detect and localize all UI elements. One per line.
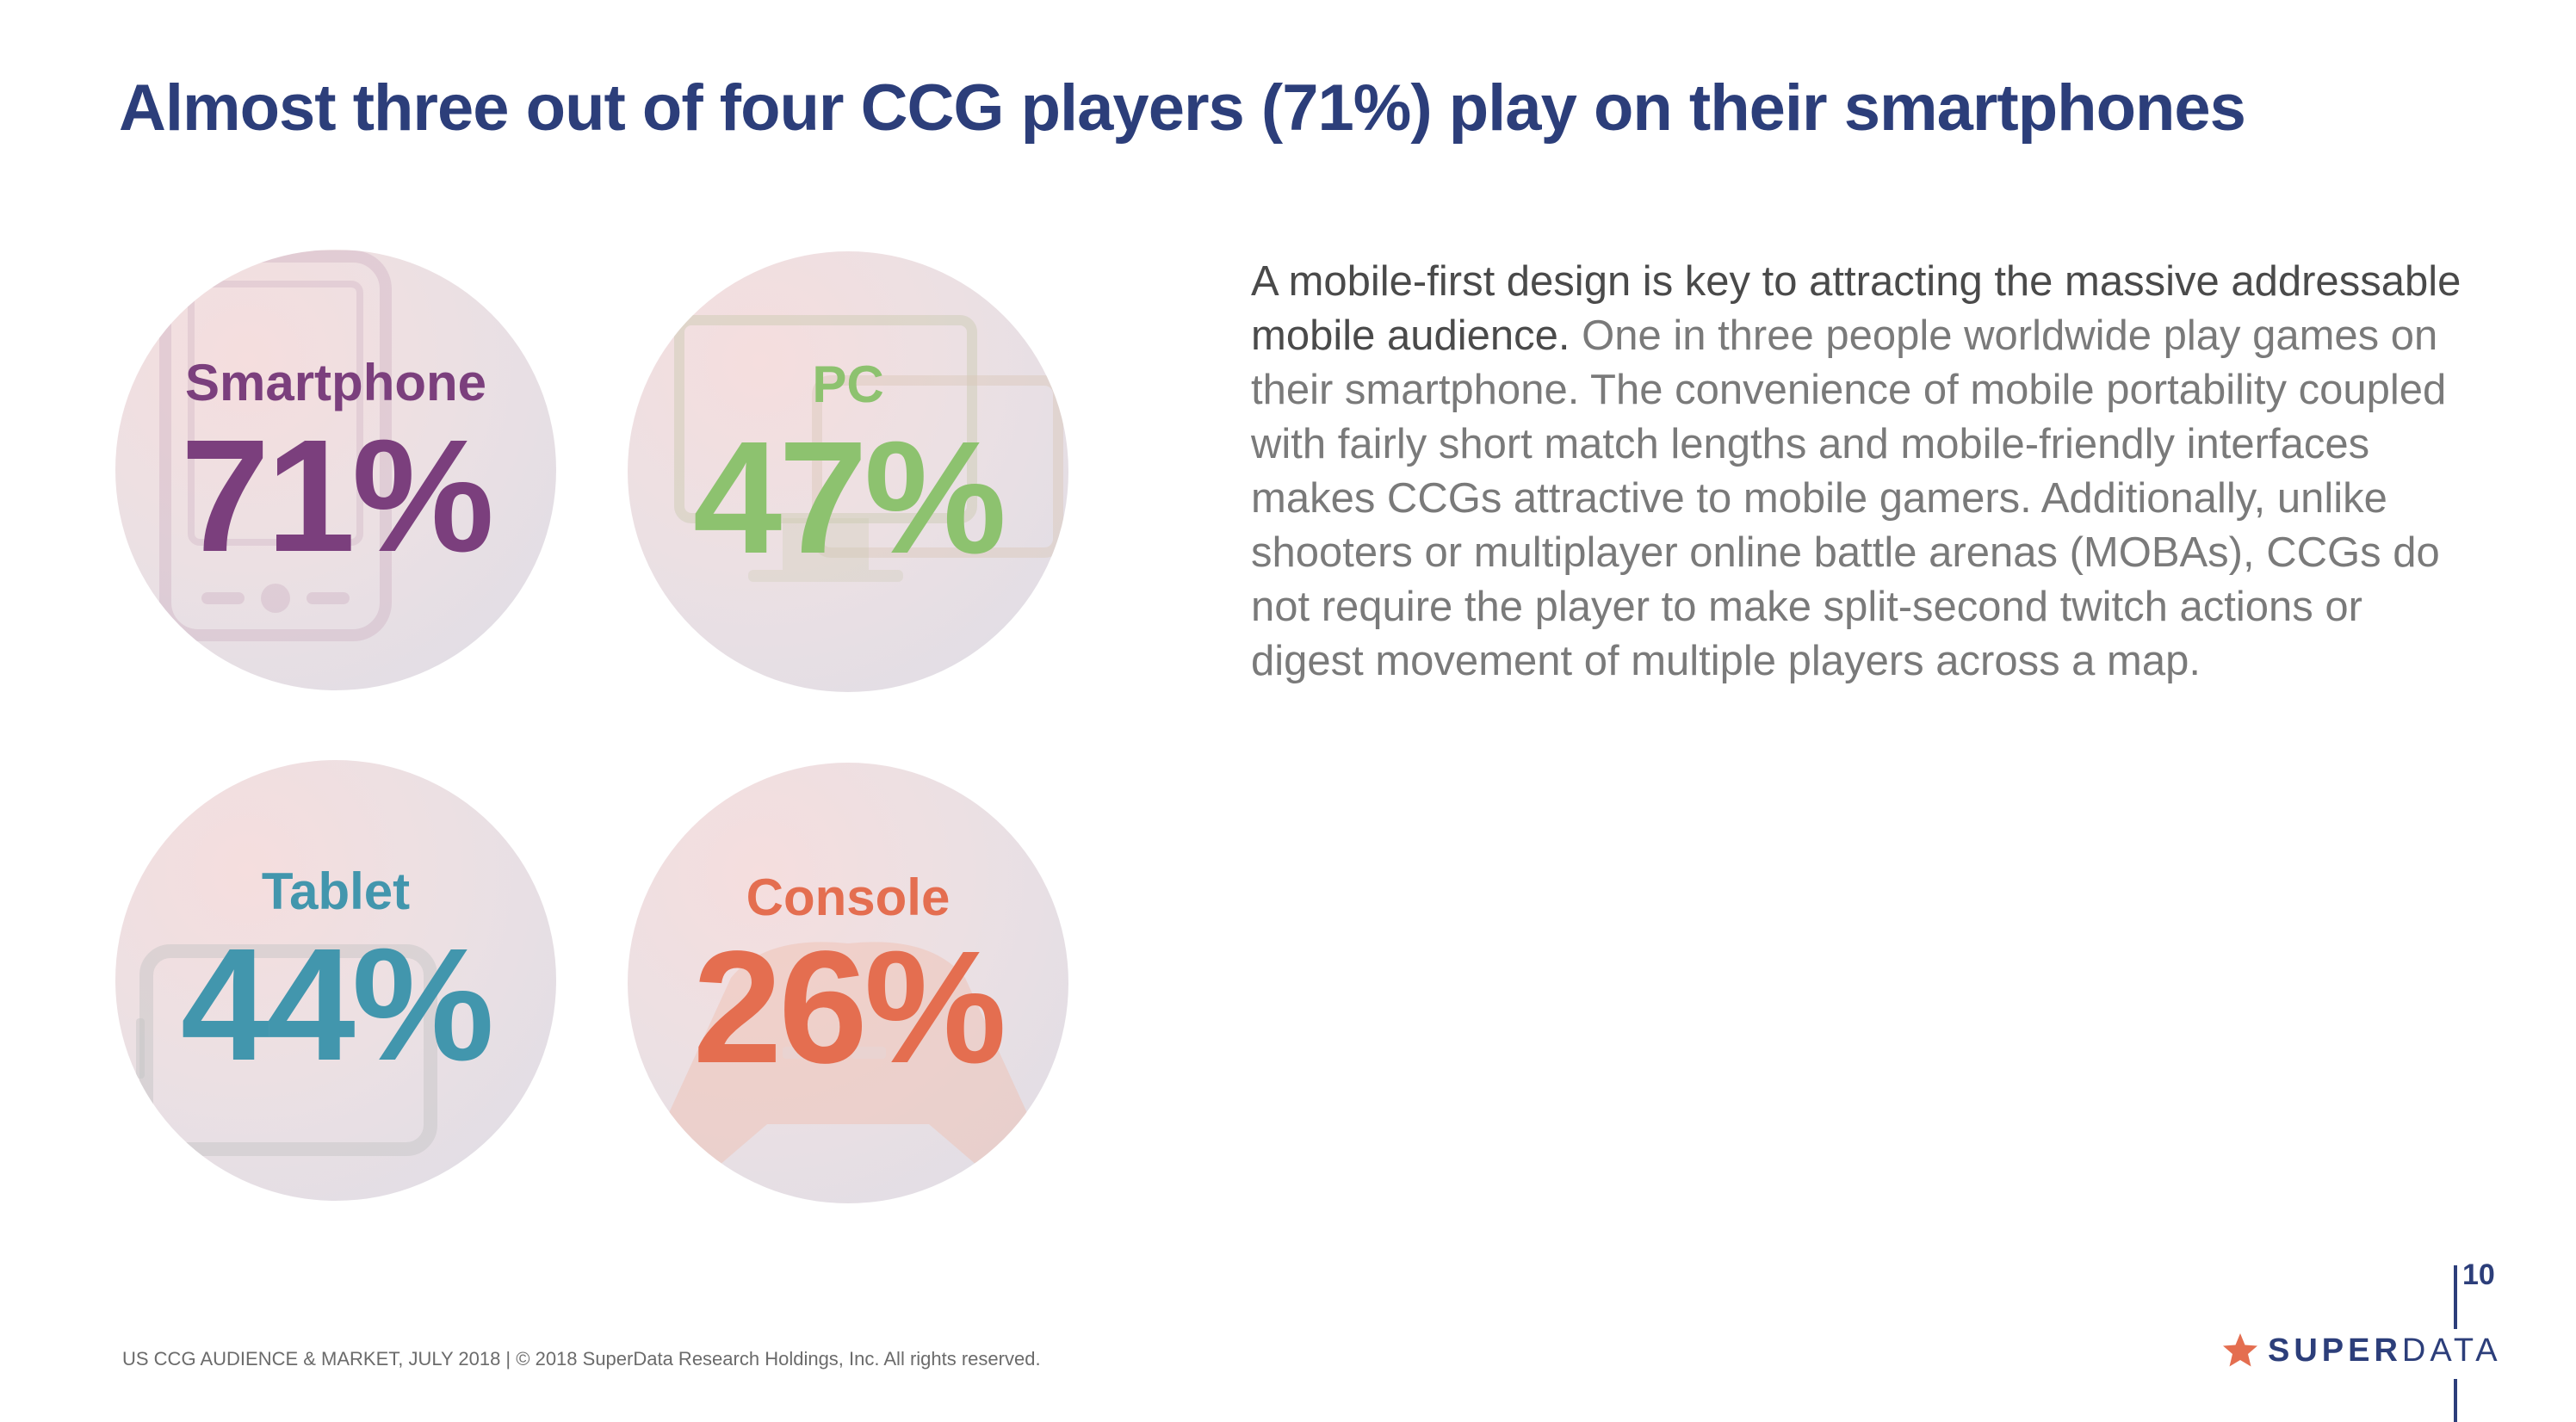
body-paragraph: A mobile-first design is key to attracti… xyxy=(1251,255,2474,689)
brand-logo: SUPERDATA xyxy=(2221,1329,2502,1372)
footer-credit: US CCG AUDIENCE & MARKET, JULY 2018 | © … xyxy=(122,1348,1041,1369)
gamepad-icon xyxy=(662,942,1034,1178)
star-icon xyxy=(2223,1333,2257,1367)
page-number: 10 xyxy=(2462,1258,2495,1291)
brand-name: SUPERDATA xyxy=(2268,1332,2502,1369)
smartphone-icon xyxy=(159,250,392,641)
smartphone-percent: 71% xyxy=(180,407,494,585)
smartphone-stat-circle: Smartphone 71% xyxy=(115,250,556,690)
console-stat-circle: Console 26% xyxy=(628,763,1068,1203)
tablet-percent: 44% xyxy=(180,916,494,1094)
tablet-label: Tablet xyxy=(261,862,411,920)
pc-stat-circle: PC 47% xyxy=(628,251,1068,692)
smartphone-label: Smartphone xyxy=(184,354,487,411)
console-percent: 26% xyxy=(692,918,1006,1097)
tablet-stat-circle: Tablet 44% xyxy=(115,760,556,1201)
page-title: Almost three out of four CCG players (71… xyxy=(119,71,2246,145)
tablet-icon xyxy=(136,944,437,1156)
console-label: Console xyxy=(746,869,951,926)
desktop-monitor-icon xyxy=(674,315,1063,582)
page-divider-top xyxy=(2454,1265,2457,1329)
body-text: One in three people worldwide play games… xyxy=(1251,312,2447,684)
body-lead: A mobile-first design is key to attracti… xyxy=(1251,258,2461,359)
page-divider-bottom xyxy=(2454,1379,2457,1422)
pc-label: PC xyxy=(812,356,884,413)
pc-percent: 47% xyxy=(692,409,1006,587)
